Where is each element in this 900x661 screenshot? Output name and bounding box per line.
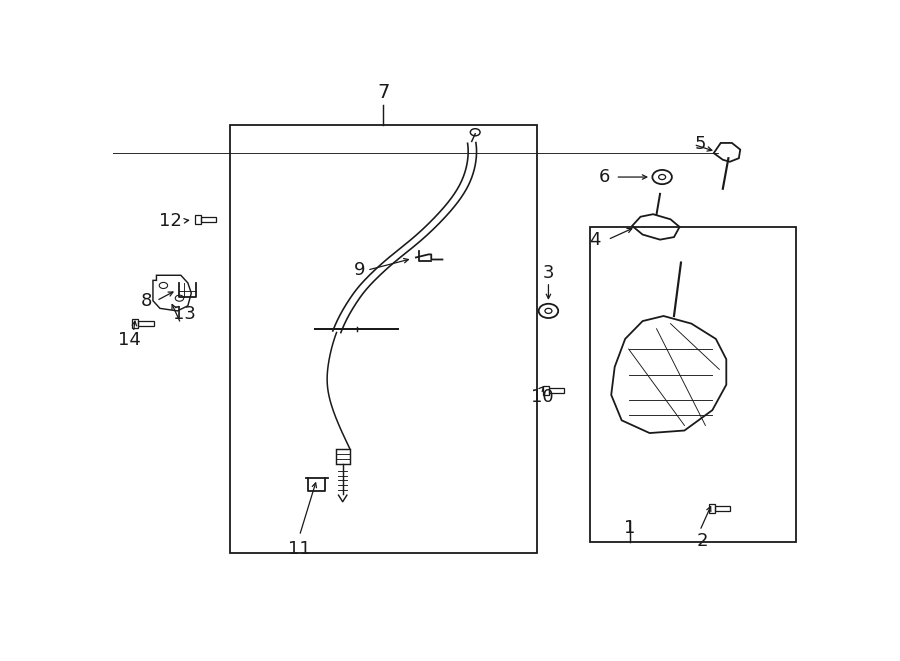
Text: 4: 4 (590, 231, 601, 249)
Bar (590, 227, 796, 543)
Text: 14: 14 (119, 331, 141, 349)
Polygon shape (611, 316, 726, 433)
Text: 9: 9 (355, 261, 366, 279)
Text: 13: 13 (173, 305, 196, 323)
Text: 12: 12 (159, 212, 182, 230)
Bar (543, 386, 549, 395)
Bar (201, 217, 216, 222)
Bar (139, 321, 154, 326)
Bar (549, 388, 564, 393)
Text: 10: 10 (531, 389, 554, 407)
Text: 2: 2 (696, 532, 707, 550)
Bar (230, 125, 536, 553)
Bar (336, 449, 349, 463)
Bar (194, 215, 201, 224)
Text: 1: 1 (625, 520, 635, 537)
Bar (709, 504, 716, 513)
Bar (132, 319, 139, 328)
Text: 7: 7 (377, 83, 390, 102)
Text: 8: 8 (140, 292, 152, 310)
Text: 6: 6 (599, 168, 610, 186)
Bar (716, 506, 731, 511)
Text: 3: 3 (543, 264, 554, 282)
Text: 11: 11 (288, 539, 310, 558)
Text: 5: 5 (695, 136, 707, 153)
